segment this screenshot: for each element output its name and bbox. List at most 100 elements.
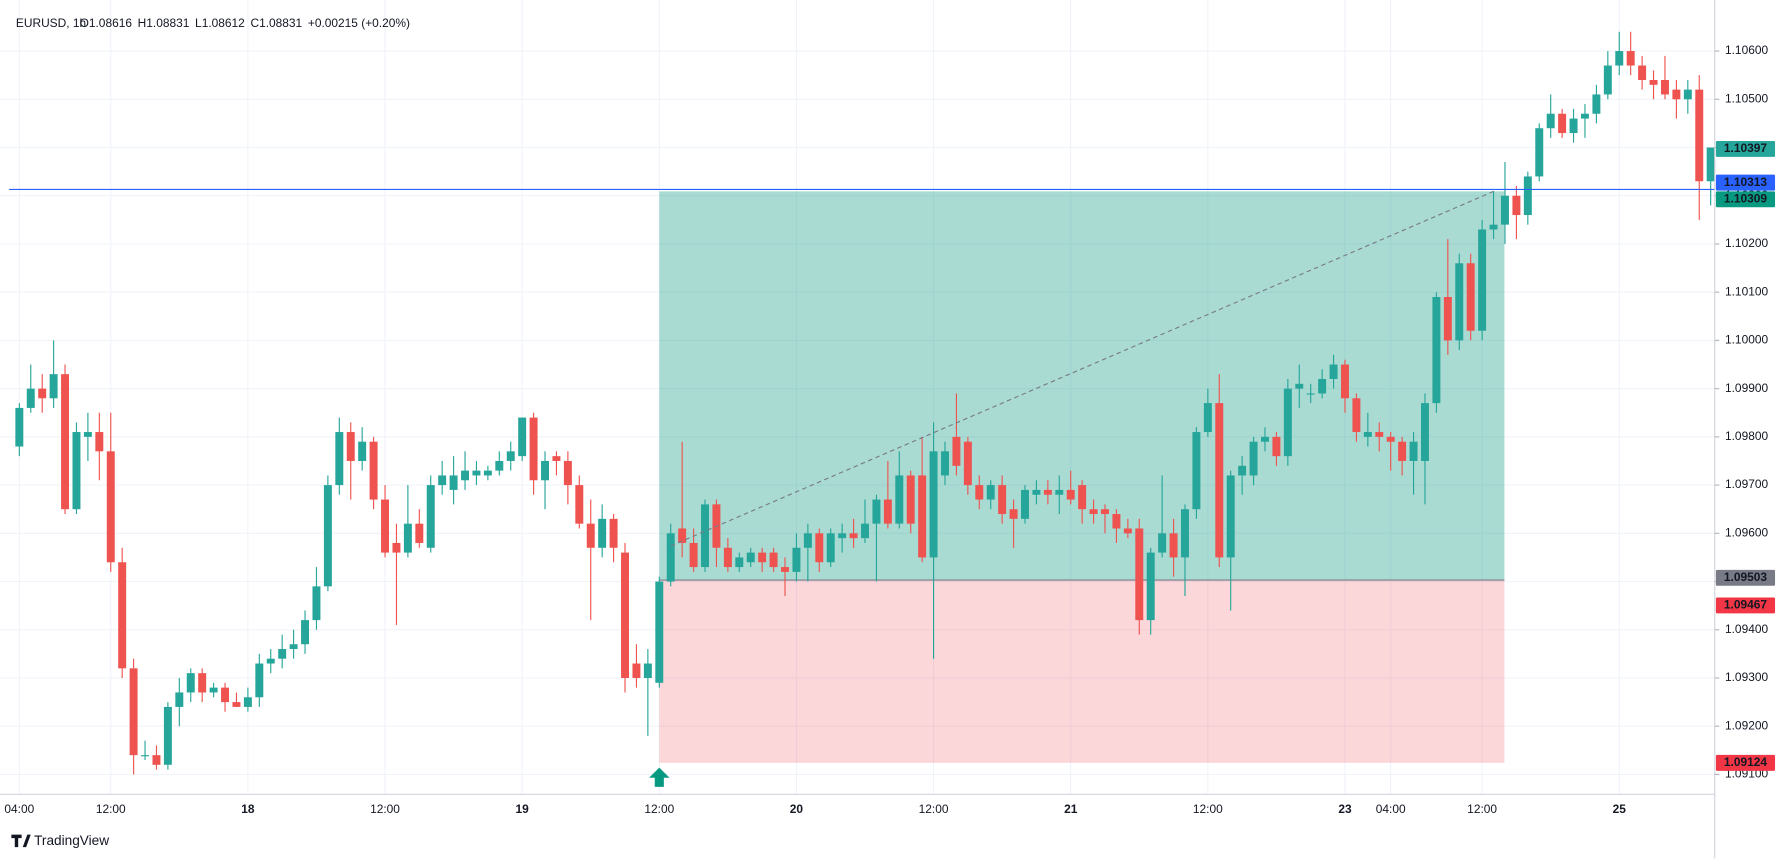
candle-body <box>483 470 492 476</box>
candle-body <box>781 567 789 572</box>
candle-body <box>1283 388 1292 457</box>
candle-body <box>1146 552 1155 621</box>
candle-body <box>1032 489 1041 495</box>
price-badge-label: 1.09467 <box>1724 598 1767 612</box>
candle-body <box>1066 489 1075 500</box>
candle-body <box>1409 441 1418 461</box>
candle-body <box>1398 441 1407 461</box>
candle-body <box>358 441 367 461</box>
y-tick-label: 1.09600 <box>1725 525 1768 539</box>
x-tick-label: 12:00 <box>96 802 126 816</box>
candle-body <box>392 542 401 553</box>
candle-body <box>1318 378 1327 394</box>
x-tick-label: 19 <box>516 802 530 816</box>
candle-body <box>1500 195 1509 225</box>
legend-item: L1.08612 <box>195 16 245 30</box>
candle-body <box>1329 364 1338 379</box>
candle-body <box>1158 533 1167 553</box>
candle-body <box>1261 436 1269 442</box>
candle-body <box>95 432 104 452</box>
legend-item: +0.00215 (+0.20%) <box>308 16 410 30</box>
candle-body <box>438 475 447 486</box>
candle-body <box>998 485 1007 515</box>
grid <box>0 0 1715 794</box>
candle-body <box>83 432 92 437</box>
candle-body <box>1192 432 1201 510</box>
candle-body <box>1706 147 1715 182</box>
price-badge <box>1715 140 1776 157</box>
y-tick-label: 1.09900 <box>1725 381 1768 395</box>
candle-body <box>986 485 995 500</box>
candle-body <box>1466 263 1475 331</box>
x-tick-label: 12:00 <box>370 802 400 816</box>
entry-arrow <box>649 767 670 787</box>
candle-body <box>1203 403 1212 433</box>
price-badge <box>1715 569 1776 586</box>
candle-body <box>1363 432 1372 437</box>
x-tick-label: 12:00 <box>1193 802 1223 816</box>
y-tick-label: 1.09400 <box>1725 622 1768 636</box>
candle-body <box>323 485 332 587</box>
candle-body <box>1512 195 1521 216</box>
candle-body <box>1626 51 1635 66</box>
candle-body <box>1455 263 1464 341</box>
price-badge-label: 1.10397 <box>1724 141 1767 155</box>
candle-body <box>701 504 709 568</box>
x-tick-label: 04:00 <box>1376 802 1406 816</box>
candle-body <box>221 687 230 703</box>
candle-body <box>838 533 847 539</box>
candle-body <box>1123 528 1132 534</box>
brand: TradingView <box>34 833 109 848</box>
candle-body <box>541 460 550 481</box>
y-tick-label: 1.10200 <box>1725 236 1768 250</box>
candle-body <box>175 692 184 707</box>
candle-body <box>15 407 24 447</box>
x-tick-label: 20 <box>790 802 804 816</box>
candle-body <box>1215 403 1224 558</box>
y-tick-label: 1.09300 <box>1725 670 1768 684</box>
candle-body <box>883 499 892 524</box>
candle-body <box>552 456 561 461</box>
candle-body <box>872 499 881 524</box>
candle-body <box>369 441 378 500</box>
candle-body <box>826 533 835 563</box>
candle-body <box>1021 489 1029 519</box>
price-badge-label: 1.10309 <box>1724 192 1767 206</box>
candle-body <box>815 533 824 563</box>
legend-item: C1.08831 <box>250 16 302 30</box>
candle-body <box>1375 432 1384 437</box>
candle-body <box>1603 65 1612 95</box>
candle-body <box>209 687 218 693</box>
candle-body <box>1169 533 1178 558</box>
candle-body <box>118 562 127 669</box>
ohlc-legend: O1.08616 H1.08831 L1.08612 C1.08831 +0.00215… <box>80 16 410 30</box>
candle-body <box>1352 398 1361 433</box>
candle-body <box>1695 89 1704 182</box>
candle-body <box>243 697 252 707</box>
candle-body <box>255 663 264 698</box>
candle-body <box>38 388 47 399</box>
candle-body <box>586 523 595 548</box>
candle-body <box>152 755 161 765</box>
candle-body <box>61 374 70 510</box>
candle-body <box>746 552 755 563</box>
price-badge <box>1715 174 1776 191</box>
candle-body <box>72 432 81 510</box>
y-tick-label: 1.10600 <box>1725 43 1768 57</box>
symbol: EURUSD, 1h <box>16 16 86 30</box>
candle-body <box>1420 403 1429 461</box>
candle-body <box>1432 297 1441 404</box>
x-tick-label: 21 <box>1064 802 1078 816</box>
candle-body <box>529 417 538 481</box>
y-tick-label: 1.10500 <box>1725 91 1768 105</box>
candle-body <box>929 451 938 558</box>
trade-path <box>670 190 1494 547</box>
x-tick-label: 23 <box>1338 802 1352 816</box>
candle-body <box>792 547 801 572</box>
candle-body <box>575 485 584 524</box>
candle-body <box>1135 528 1144 621</box>
candle-body <box>906 475 915 524</box>
price-badge-label: 1.10313 <box>1724 175 1767 189</box>
axes: 1.106001.105001.104001.103001.102001.101… <box>4 43 1776 816</box>
